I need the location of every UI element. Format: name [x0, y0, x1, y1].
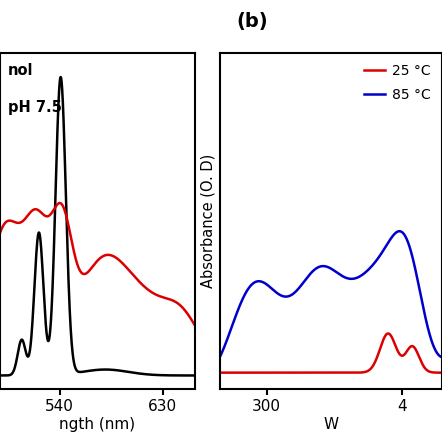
Y-axis label: Absorbance (O. D): Absorbance (O. D): [200, 154, 215, 288]
Text: (b): (b): [236, 12, 268, 31]
Text: pH 7.5: pH 7.5: [8, 100, 61, 115]
Legend: 25 °C, 85 °C: 25 °C, 85 °C: [360, 60, 435, 106]
Text: nol: nol: [8, 63, 33, 78]
X-axis label: ngth (nm): ngth (nm): [59, 417, 135, 432]
X-axis label: W: W: [323, 417, 339, 432]
